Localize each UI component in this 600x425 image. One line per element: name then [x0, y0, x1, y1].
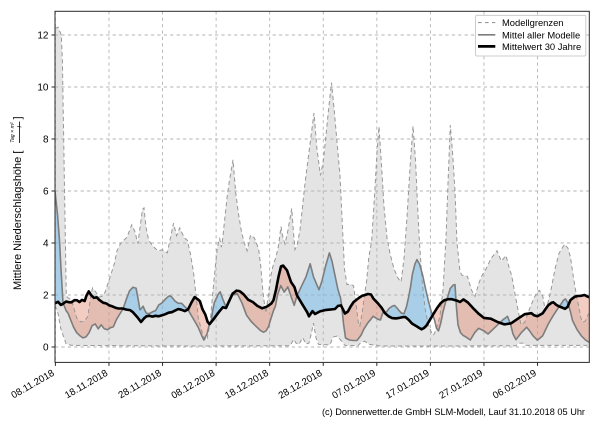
svg-text:Mittelwert 30 Jahre: Mittelwert 30 Jahre [502, 41, 581, 52]
svg-text:4: 4 [43, 239, 49, 250]
svg-text:8: 8 [43, 135, 49, 146]
svg-text:Mittlere Niederschlagshöhe [: Mittlere Niederschlagshöhe [ [12, 151, 24, 290]
svg-text:2: 2 [43, 291, 49, 302]
svg-text:]: ] [12, 116, 24, 119]
svg-text:Mittel aller Modelle: Mittel aller Modelle [502, 29, 580, 40]
svg-text:Tag × m²: Tag × m² [10, 122, 16, 143]
svg-text:10: 10 [37, 83, 49, 94]
svg-text:Modellgrenzen: Modellgrenzen [502, 17, 564, 28]
svg-text:0: 0 [43, 343, 49, 354]
svg-text:(c) Donnerwetter.de GmbH SLM-M: (c) Donnerwetter.de GmbH SLM-Modell, Lau… [322, 407, 585, 417]
svg-text:6: 6 [43, 187, 49, 198]
svg-text:12: 12 [37, 31, 49, 42]
